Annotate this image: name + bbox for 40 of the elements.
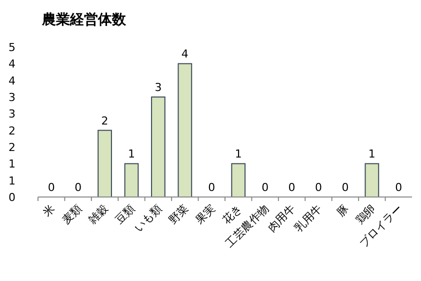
x-tick-label: 果実 xyxy=(193,202,218,227)
y-tick-label: 4 xyxy=(8,74,16,88)
data-label: 0 xyxy=(395,181,402,194)
data-label: 0 xyxy=(48,181,55,194)
bar xyxy=(124,163,139,198)
data-label: 4 xyxy=(181,48,188,61)
data-label: 2 xyxy=(101,114,108,128)
data-label: 1 xyxy=(234,148,242,161)
bar xyxy=(151,96,166,198)
y-tick-label: 5 xyxy=(8,41,16,54)
data-label: 0 xyxy=(315,181,322,194)
data-label: 0 xyxy=(342,181,349,194)
x-tick-label: 野菜 xyxy=(166,202,192,227)
y-tick-label: 4 xyxy=(8,58,16,71)
x-tick-label: 雑穀 xyxy=(86,202,111,227)
x-tick-label: 鶏卵 xyxy=(353,202,378,227)
x-tick-label: 米 xyxy=(40,202,58,219)
bar xyxy=(231,163,246,198)
data-label: 0 xyxy=(74,181,82,194)
y-tick-label: 1 xyxy=(8,174,16,188)
bar xyxy=(98,130,112,198)
data-label: 0 xyxy=(208,181,216,194)
x-tick-label: 豚 xyxy=(334,202,352,219)
chart-title: 農業経営体数 xyxy=(41,12,127,28)
bar xyxy=(364,163,380,198)
bar xyxy=(178,63,192,198)
y-tick-label: 1 xyxy=(8,158,16,171)
y-tick-label: 2 xyxy=(8,124,16,138)
data-label: 1 xyxy=(368,148,376,161)
data-label: 0 xyxy=(262,181,269,194)
x-tick-label: 乳用牛 xyxy=(292,202,325,234)
data-label: 1 xyxy=(128,148,135,161)
data-label: 0 xyxy=(288,181,296,194)
y-tick-label: 0 xyxy=(8,191,16,204)
x-tick-label: 麦類 xyxy=(59,202,84,227)
x-tick-label: 豆類 xyxy=(112,202,138,227)
y-tick-label: 3 xyxy=(8,108,16,121)
y-tick-label: 2 xyxy=(8,141,16,154)
y-tick-label: 3 xyxy=(8,91,16,104)
data-label: 3 xyxy=(154,81,162,94)
